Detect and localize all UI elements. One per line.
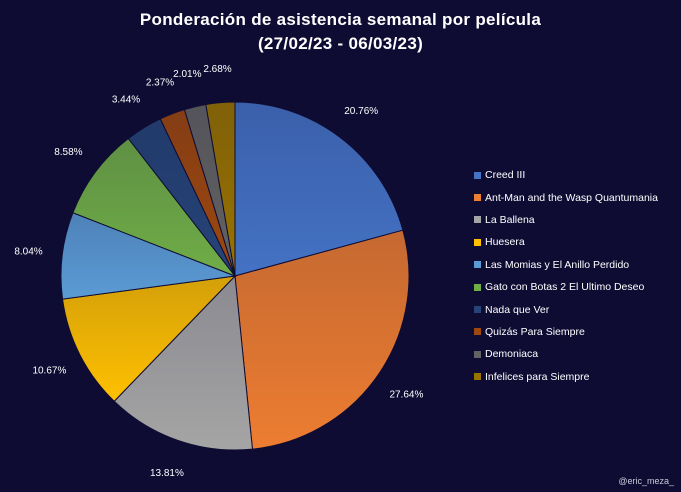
pie-slice — [205, 101, 236, 277]
slice-value-label: 27.64% — [389, 389, 423, 400]
legend-item: Infelices para Siempre — [474, 366, 679, 388]
legend-label: Creed III — [485, 169, 526, 182]
legend-label: Huesera — [485, 236, 525, 249]
slice-value-label: 20.76% — [344, 106, 378, 117]
legend-label: Las Momias y El Anillo Perdido — [485, 258, 630, 271]
legend-label: Gato con Botas 2 El Ultimo Deseo — [485, 281, 645, 294]
slice-value-label: 8.58% — [54, 147, 82, 158]
legend-label: Ant-Man and the Wasp Quantumania — [485, 191, 658, 204]
legend: Creed III Ant-Man and the Wasp Quantumani… — [474, 164, 679, 388]
legend-item: Quizás Para Siempre — [474, 321, 679, 343]
slice-value-label: 8.04% — [14, 247, 42, 258]
legend-swatch — [474, 373, 481, 381]
legend-item: Creed III — [474, 164, 679, 186]
legend-item: Demoniaca — [474, 343, 679, 365]
chart-title: Ponderación de asistencia semanal por pe… — [0, 8, 681, 56]
legend-label: Nada que Ver — [485, 303, 550, 316]
legend-swatch — [474, 216, 481, 224]
pie-slice — [234, 229, 410, 450]
legend-item: Huesera — [474, 231, 679, 253]
watermark: @eric_meza_ — [618, 476, 674, 486]
slice-value-label: 3.44% — [112, 94, 140, 105]
legend-item: Gato con Botas 2 El Ultimo Deseo — [474, 276, 679, 298]
legend-swatch — [474, 306, 481, 314]
legend-swatch — [474, 261, 481, 269]
legend-label: Infelices para Siempre — [485, 370, 590, 383]
pie-slice — [113, 274, 254, 451]
legend-label: La Ballena — [485, 213, 535, 226]
legend-item: Las Momias y El Anillo Perdido — [474, 254, 679, 276]
legend-item: Nada que Ver — [474, 298, 679, 320]
legend-item: Ant-Man and the Wasp Quantumania — [474, 186, 679, 208]
legend-label: Demoniaca — [485, 348, 539, 361]
slice-value-label: 13.81% — [150, 468, 184, 479]
slice-value-label: 2.68% — [203, 64, 231, 75]
pie-slice — [72, 137, 237, 278]
slice-value-label: 2.37% — [146, 78, 174, 89]
slice-value-label: 2.01% — [173, 69, 201, 80]
chart-subtitle-line: (27/02/23 - 06/03/23) — [257, 34, 424, 53]
pie-slice — [61, 275, 237, 402]
legend-swatch — [474, 328, 481, 336]
pie-slice — [234, 101, 404, 277]
legend-swatch — [474, 194, 481, 202]
chart-title-line: Ponderación de asistencia semanal por pe… — [139, 10, 542, 29]
legend-swatch — [474, 350, 481, 358]
legend-item: La Ballena — [474, 209, 679, 231]
legend-label: Quizás Para Siempre — [485, 325, 585, 338]
slice-value-label: 10.67% — [32, 365, 66, 376]
legend-swatch — [474, 283, 481, 291]
legend-swatch — [474, 238, 481, 246]
legend-swatch — [474, 171, 481, 179]
